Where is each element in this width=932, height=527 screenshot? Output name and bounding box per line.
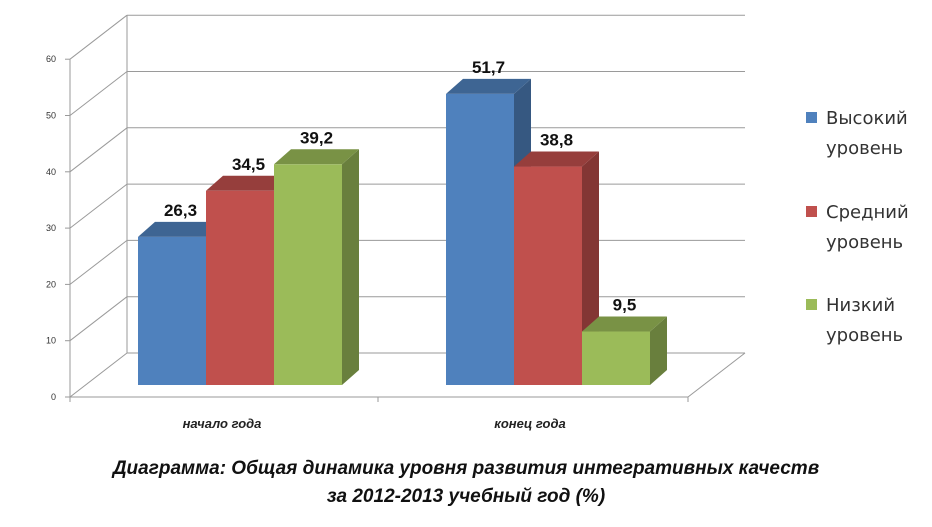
x-axis: начало года конец года (69, 396, 689, 431)
bar-front (446, 93, 514, 385)
bar (582, 316, 667, 385)
bar (274, 149, 359, 385)
gridline-diagonal (69, 127, 128, 173)
legend-label: Средний (826, 202, 909, 223)
data-label: 9,5 (613, 296, 637, 315)
y-tick-label: 40 (46, 167, 56, 177)
y-tick-label: 30 (46, 223, 56, 233)
x-category-label: начало года (183, 416, 262, 431)
gridline-diagonal (69, 296, 128, 342)
legend: Высокий уровень Средний уровень Низкий уровен… (806, 108, 909, 346)
bar-top (514, 151, 599, 167)
chart-title-line-2: за 2012-2013 учебный год (%) (326, 486, 606, 507)
bar-front (138, 236, 206, 385)
gridline-diagonal (69, 240, 128, 285)
legend-swatch (806, 299, 817, 310)
bar-top (206, 175, 291, 191)
gridline-diagonal (69, 352, 128, 398)
data-labels: 26,3 34,5 39,2 51,7 38,8 9,5 (164, 58, 636, 315)
data-label: 26,3 (164, 201, 197, 220)
bar-side (650, 316, 667, 385)
bars (138, 78, 667, 385)
y-axis: 0 10 20 30 40 50 60 (46, 54, 70, 402)
y-tick-label: 60 (46, 54, 56, 64)
bar-side (342, 149, 359, 385)
bar-front (582, 331, 650, 385)
legend-item: Высокий уровень (806, 108, 908, 159)
legend-item: Низкий уровень (806, 295, 903, 346)
bar-front (514, 166, 582, 385)
chart-title-line-1: Диаграмма: Общая динамика уровня развити… (112, 458, 820, 479)
bar (514, 151, 599, 385)
legend-swatch (806, 112, 817, 123)
gridline-diagonal (69, 71, 128, 116)
data-label: 34,5 (232, 155, 265, 174)
y-tick-label: 10 (46, 336, 56, 346)
bar-top (138, 221, 223, 237)
data-label: 38,8 (540, 131, 573, 150)
y-tick-label: 0 (51, 392, 56, 402)
bar-top (446, 78, 531, 94)
legend-label: уровень (826, 325, 903, 346)
bar-top (582, 316, 667, 332)
floor-right-edge (687, 352, 746, 398)
data-label: 51,7 (472, 58, 505, 77)
bar-top (274, 149, 359, 165)
y-tick-label: 50 (46, 111, 56, 121)
gridline-diagonal (69, 183, 128, 229)
legend-label: Высокий (826, 108, 908, 129)
x-category-label: конец года (494, 416, 565, 431)
y-tick-label: 20 (46, 279, 56, 289)
legend-item: Средний уровень (806, 202, 909, 253)
gridline-diagonal (69, 14, 128, 60)
legend-label: Низкий (826, 295, 895, 316)
legend-label: уровень (826, 232, 903, 253)
bar (446, 78, 531, 385)
bar-front (274, 164, 342, 385)
legend-swatch (806, 206, 817, 217)
bar-front (206, 190, 274, 385)
legend-label: уровень (826, 138, 903, 159)
data-label: 39,2 (300, 128, 333, 147)
